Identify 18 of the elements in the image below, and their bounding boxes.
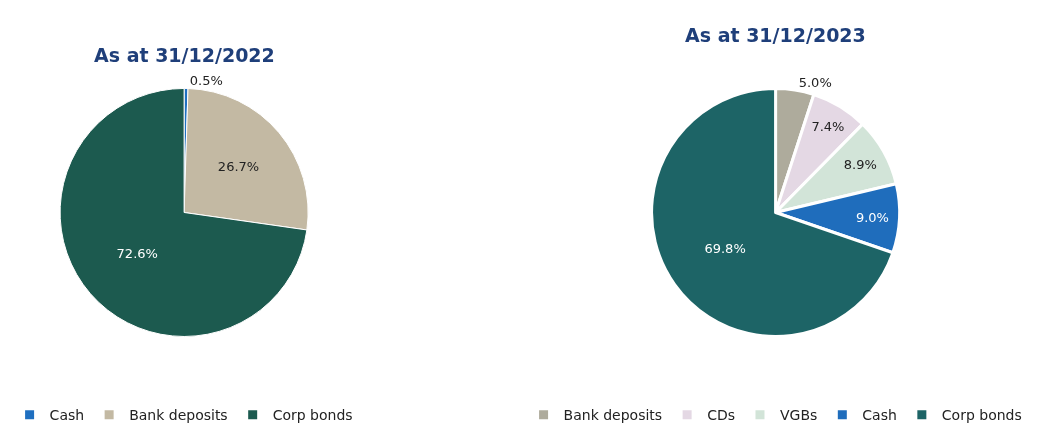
- data-label: 72.6%: [116, 245, 158, 261]
- data-label: 26.7%: [217, 159, 260, 175]
- chart-title: As at 31/12/2022: [94, 44, 275, 66]
- data-label: 69.8%: [704, 240, 746, 256]
- legend-label: Corp bonds: [272, 407, 353, 424]
- legend-label: Cash: [49, 407, 85, 424]
- data-label: 9.0%: [855, 209, 889, 225]
- legend-label: CDs: [707, 407, 735, 424]
- legend-label: Bank deposits: [129, 407, 228, 424]
- data-label: 7.4%: [811, 118, 845, 134]
- data-label: 0.5%: [189, 73, 223, 89]
- data-label: 8.9%: [843, 157, 877, 173]
- legend-label: Cash: [862, 407, 897, 424]
- data-label: 5.0%: [798, 75, 832, 91]
- legend-label: VGBs: [779, 407, 818, 424]
- legend-label: Corp bonds: [941, 407, 1022, 424]
- legend-label: Bank deposits: [563, 407, 663, 424]
- chart-title: As at 31/12/2023: [685, 24, 866, 46]
